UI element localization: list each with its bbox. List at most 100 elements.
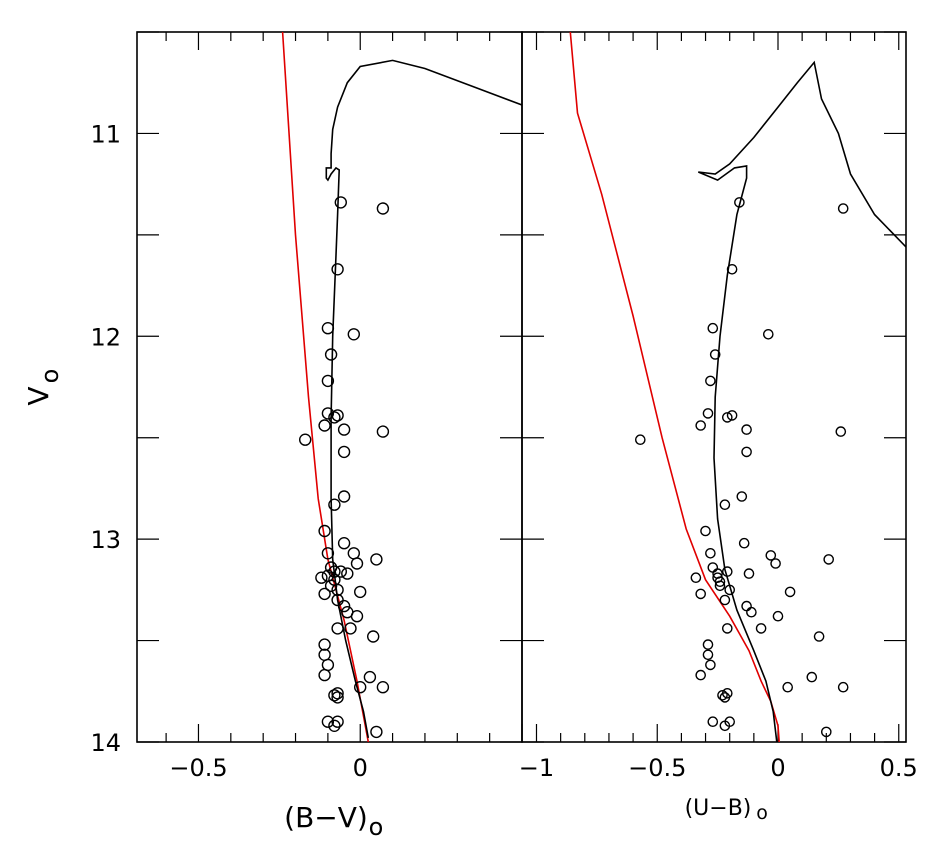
star-point-bv (334, 196, 347, 209)
x-axis-label-bv-main: (B−V) (284, 801, 368, 834)
star-point-ub (707, 322, 719, 334)
star-point-ub (695, 420, 707, 431)
x-axis-label-ub-subscript: o (756, 802, 768, 824)
tick-labels-bv: −0.5 0 11 12 13 14 (90, 120, 367, 782)
tick-labels-ub: −1 −0.5 0 0.5 (519, 754, 918, 782)
star-point-ub (707, 562, 719, 573)
star-point-bv (321, 374, 335, 388)
star-point-bv (337, 423, 351, 436)
star-point-ub (770, 558, 781, 569)
y-tick-label: 13 (90, 526, 121, 554)
star-point-ub (835, 426, 847, 437)
star-point-bv (354, 681, 367, 694)
star-point-ub (755, 623, 767, 634)
star-point-ub (702, 639, 714, 650)
star-point-bv (350, 557, 364, 570)
star-point-ub (719, 594, 731, 606)
y-tick-label: 12 (90, 323, 121, 351)
star-point-bv (318, 524, 331, 538)
x-tick-label-ub: −1 (519, 754, 554, 782)
star-point-ub (741, 424, 752, 435)
star-point-ub (714, 580, 726, 592)
star-point-ub (837, 681, 849, 693)
x-tick-label-bv: −0.5 (169, 754, 227, 782)
panel-ub: −1 −0.5 0 0.5 (519, 31, 918, 782)
ticks-ub (522, 31, 906, 743)
star-point-bv (376, 202, 390, 215)
star-point-ub (707, 716, 719, 728)
star-point-bv (331, 691, 344, 704)
star-point-bv (341, 567, 354, 580)
star-point-bv (331, 622, 344, 635)
x-tick-label-bv: 0 (353, 754, 368, 782)
x-axis-label-bv: (B−V) o (284, 801, 383, 841)
star-point-bv (331, 583, 344, 597)
y-tick-label: 14 (90, 729, 121, 757)
y-axis-label-main: V (22, 386, 55, 405)
star-point-bv (318, 638, 331, 651)
star-point-ub (837, 203, 849, 214)
star-point-bv (318, 587, 331, 601)
star-point-bv (321, 658, 335, 672)
star-point-bv (321, 407, 335, 420)
star-point-bv (370, 553, 383, 566)
x-axis-label-bv-subscript: o (369, 813, 384, 841)
star-point-ub (722, 623, 733, 634)
star-point-ub (722, 412, 733, 423)
star-point-ub (724, 584, 736, 596)
star-point-bv (331, 687, 344, 700)
star-point-ub (722, 566, 733, 577)
star-point-ub (743, 568, 755, 579)
star-point-bv (315, 571, 328, 584)
stars-ub (635, 197, 849, 738)
star-point-bv (324, 579, 338, 592)
star-point-ub (700, 525, 711, 537)
star-point-ub (726, 263, 738, 275)
star-point-ub (705, 548, 716, 559)
star-point-bv (367, 630, 380, 643)
star-point-bv (321, 322, 335, 335)
star-point-bv (370, 725, 383, 739)
star-point-ub (702, 649, 714, 661)
star-point-ub (695, 588, 707, 600)
star-point-ub (736, 491, 748, 502)
x-tick-label-ub: −0.5 (628, 754, 686, 782)
star-point-ub (806, 671, 818, 683)
star-point-bv (324, 348, 338, 361)
panel-bv: −0.5 0 11 12 13 14 (90, 31, 523, 782)
star-point-bv (337, 490, 351, 503)
zams-line-bv (281, 32, 370, 742)
star-point-bv (328, 689, 341, 702)
star-point-bv (376, 425, 390, 438)
star-point-bv (328, 411, 341, 424)
star-point-bv (321, 715, 335, 728)
star-point-bv (299, 433, 312, 446)
y-tick-label: 11 (90, 120, 121, 148)
star-point-bv (337, 445, 351, 459)
star-point-bv (347, 547, 360, 560)
star-point-ub (702, 408, 714, 419)
star-point-bv (331, 715, 344, 728)
star-point-ub (695, 669, 707, 681)
star-point-ub (813, 631, 825, 642)
star-point-ub (772, 610, 784, 622)
star-point-ub (719, 499, 731, 511)
isochrone-line-ub (697, 60, 906, 742)
x-axis-label-ub: (U−B) o (685, 796, 768, 824)
plot-frame-ub (521, 31, 907, 743)
star-point-bv (328, 498, 341, 511)
y-axis-label: V o (22, 369, 64, 406)
plot-frame-bv (136, 31, 523, 743)
star-point-ub (782, 681, 794, 693)
star-point-bv (328, 719, 341, 732)
star-point-bv (331, 409, 344, 422)
star-point-ub (705, 375, 716, 387)
star-point-bv (328, 565, 341, 578)
x-tick-label-ub: 0 (770, 754, 785, 782)
star-point-ub (784, 586, 796, 598)
star-point-bv (318, 419, 331, 432)
star-point-ub (726, 410, 738, 421)
x-axis-label-ub-main: (U−B) (685, 796, 752, 821)
star-point-ub (714, 576, 726, 588)
